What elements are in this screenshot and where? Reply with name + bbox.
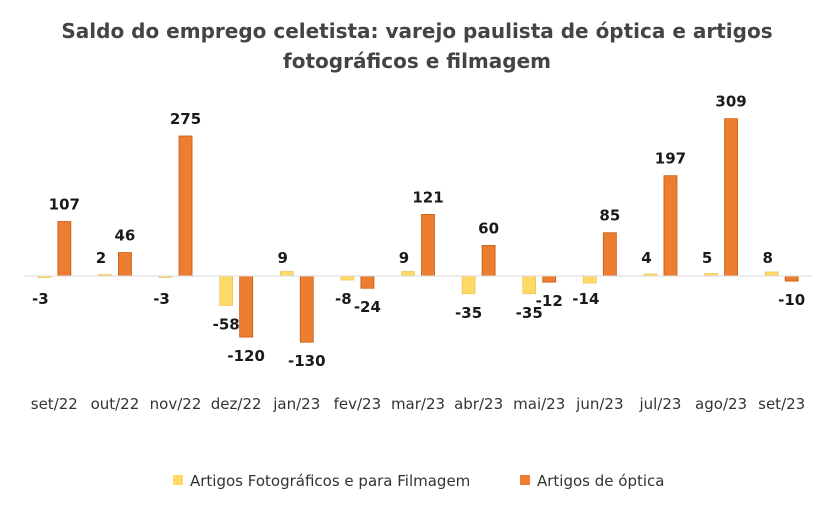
bars-layer [37, 118, 799, 343]
data-label-optica-set-22: 107 [49, 196, 80, 214]
bar-fotograficos-set-23 [764, 271, 779, 277]
data-label-optica-dez-22: -120 [227, 347, 265, 365]
data-label-optica-jun-23: 85 [599, 207, 620, 225]
x-tick-set-22: set/22 [31, 395, 78, 413]
data-label-optica-mar-23: 121 [412, 188, 443, 206]
x-tick-fev-23: fev/23 [334, 395, 382, 413]
data-label-optica-set-23: -10 [778, 291, 805, 309]
data-label-fotograficos-ago-23: 5 [702, 249, 712, 267]
bar-optica-jul-23 [663, 175, 678, 277]
bar-fotograficos-abr-23 [461, 275, 476, 295]
bar-optica-nov-22 [178, 135, 193, 277]
x-tick-jun-23: jun/23 [575, 395, 623, 413]
x-tick-set-23: set/23 [758, 395, 805, 413]
data-label-optica-mai-23: -12 [536, 292, 563, 310]
x-tick-ago-23: ago/23 [695, 395, 747, 413]
bar-fotograficos-jun-23 [583, 275, 597, 284]
data-label-fotograficos-mai-23: -35 [516, 304, 543, 322]
data-label-fotograficos-set-22: -3 [32, 290, 49, 308]
data-label-fotograficos-jun-23: -14 [572, 290, 599, 308]
x-tick-jul-23: jul/23 [638, 395, 681, 413]
chart-title-line-2: fotográficos e filmagem [283, 49, 551, 73]
bar-optica-jun-23 [602, 232, 617, 277]
bar-fotograficos-fev-23 [340, 275, 355, 281]
bar-fotograficos-mai-23 [522, 275, 537, 295]
bar-optica-ago-23 [724, 118, 738, 277]
bar-optica-dez-22 [239, 275, 254, 338]
data-label-optica-out-22: 46 [114, 227, 135, 245]
data-label-optica-jan-23: -130 [288, 352, 326, 370]
bar-optica-fev-23 [360, 275, 375, 289]
data-label-fotograficos-set-23: 8 [762, 249, 772, 267]
bar-fotograficos-dez-22 [219, 275, 233, 306]
bar-optica-set-22 [57, 221, 72, 277]
x-tick-mar-23: mar/23 [391, 395, 445, 413]
data-label-fotograficos-abr-23: -35 [455, 304, 482, 322]
data-label-fotograficos-out-22: 2 [96, 249, 106, 267]
data-label-fotograficos-jan-23: 9 [278, 249, 288, 267]
x-tick-jan-23: jan/23 [272, 395, 320, 413]
x-tick-out-22: out/22 [91, 395, 140, 413]
bar-optica-out-22 [118, 252, 132, 277]
x-axis-tick-labels: set/22 out/22 nov/22 dez/22 jan/23 fev/23 mar/… [31, 395, 805, 413]
legend-swatch-fotograficos [173, 475, 183, 485]
data-label-optica-jul-23: 197 [655, 150, 686, 168]
bar-optica-mai-23 [542, 275, 557, 283]
data-label-optica-ago-23: 309 [715, 93, 746, 111]
chart-title-line-1: Saldo do emprego celetista: varejo pauli… [61, 19, 772, 43]
bar-optica-set-23 [784, 275, 799, 282]
bar-optica-abr-23 [481, 245, 496, 277]
bar-optica-jan-23 [299, 275, 314, 343]
bar-fotograficos-mar-23 [401, 271, 415, 277]
data-label-fotograficos-dez-22: -58 [213, 316, 240, 334]
x-tick-abr-23: abr/23 [454, 395, 503, 413]
x-tick-dez-22: dez/22 [211, 395, 262, 413]
data-labels-layer: -3 107 2 46 -3 275 -58 -120 9 -130 -8 -24 9 121 -35 60 -… [32, 93, 805, 370]
bar-optica-mar-23 [421, 213, 435, 277]
data-label-fotograficos-jul-23: 4 [641, 249, 651, 267]
data-label-fotograficos-mar-23: 9 [399, 249, 409, 267]
legend-label-optica: Artigos de óptica [537, 472, 664, 490]
data-label-optica-nov-22: 275 [170, 110, 201, 128]
x-tick-mai-23: mai/23 [513, 395, 565, 413]
x-tick-nov-22: nov/22 [150, 395, 202, 413]
legend-swatch-optica [520, 475, 530, 485]
legend-label-fotograficos: Artigos Fotográficos e para Filmagem [190, 472, 470, 490]
data-label-optica-fev-23: -24 [354, 298, 381, 316]
bar-fotograficos-jan-23 [279, 271, 294, 277]
data-label-optica-abr-23: 60 [478, 219, 499, 237]
legend: Artigos Fotográficos e para Filmagem Art… [173, 472, 664, 490]
data-label-fotograficos-nov-22: -3 [153, 290, 170, 308]
data-label-fotograficos-fev-23: -8 [335, 290, 352, 308]
